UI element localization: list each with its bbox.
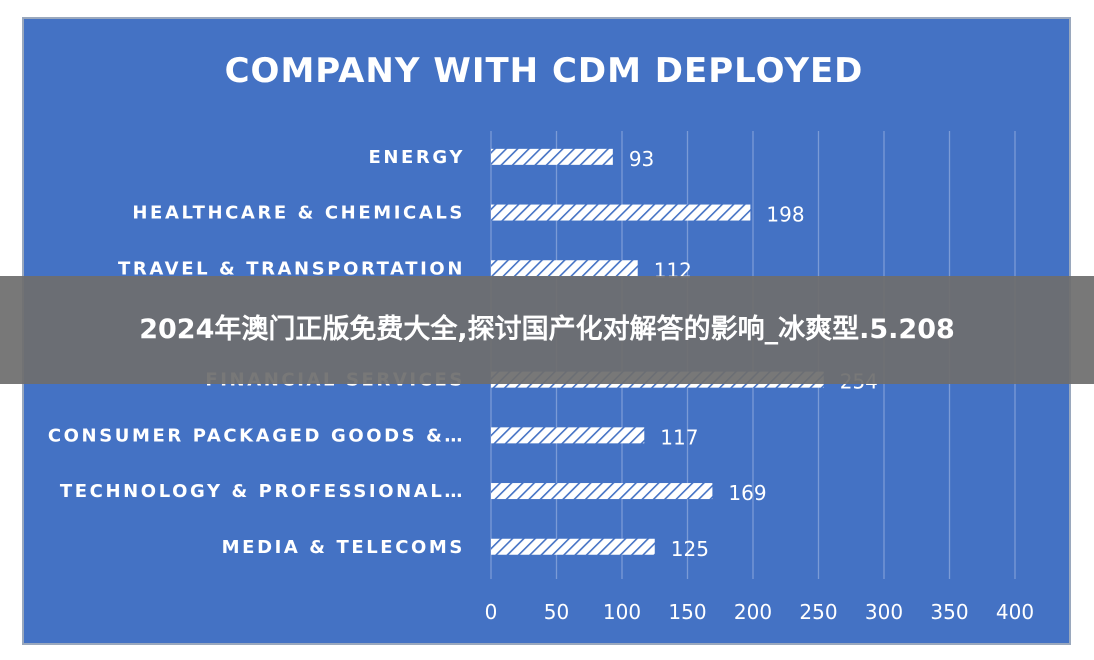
category-label: TECHNOLOGY & PROFESSIONAL… (60, 481, 465, 502)
x-tick-label: 250 (799, 600, 837, 624)
bar (491, 427, 645, 444)
category-label: HEALTHCARE & CHEMICALS (132, 203, 465, 224)
data-label: 125 (671, 537, 709, 561)
bar (491, 148, 613, 165)
x-axis-ticks: 0 50 100 150 200 250 300 350 400 (485, 600, 1034, 624)
bar (491, 538, 655, 555)
category-label: CONSUMER PACKAGED GOODS &… (48, 425, 465, 446)
x-tick-label: 100 (603, 600, 641, 624)
x-tick-label: 0 (485, 600, 498, 624)
x-tick-label: 50 (544, 600, 569, 624)
x-tick-label: 150 (668, 600, 706, 624)
overlay-text: 2024年澳门正版免费大全,探讨国产化对解答的影响_冰爽型.5.208 (139, 314, 955, 345)
bar (491, 483, 713, 500)
x-tick-label: 400 (996, 600, 1034, 624)
overlay-banner: 2024年澳门正版免费大全,探讨国产化对解答的影响_冰爽型.5.208 (0, 276, 1094, 384)
data-labels: 93198112254117169125 (629, 147, 878, 561)
data-label: 198 (766, 203, 804, 227)
bar (491, 260, 638, 277)
bar (491, 204, 751, 221)
x-tick-label: 300 (865, 600, 903, 624)
category-label: TRAVEL & TRANSPORTATION (118, 258, 465, 279)
x-tick-label: 350 (930, 600, 968, 624)
chart-title: COMPANY WITH CDM DEPLOYED (225, 51, 864, 91)
category-label: ENERGY (368, 147, 465, 168)
data-label: 93 (629, 147, 654, 171)
x-tick-label: 200 (734, 600, 772, 624)
data-label: 169 (728, 481, 766, 505)
data-label: 117 (660, 425, 698, 449)
category-label: MEDIA & TELECOMS (222, 537, 465, 558)
